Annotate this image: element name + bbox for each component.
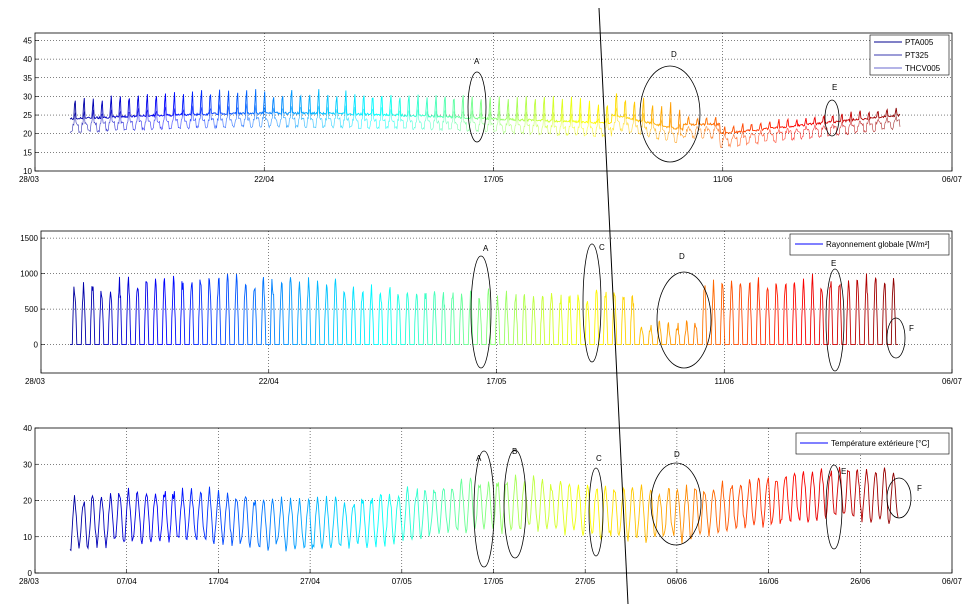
x-tick-label: 06/07: [942, 377, 963, 386]
legend-label-rayonnement: Rayonnement globale [W/m²]: [826, 240, 930, 249]
annotation-ellipse-B3: [503, 449, 527, 559]
x-tick-label: 06/07: [942, 577, 963, 586]
annotation-label-F2: F: [909, 324, 914, 333]
x-tick-label: 17/05: [486, 377, 507, 386]
x-tick-label: 07/05: [392, 577, 413, 586]
legend-label-PTA005: PTA005: [905, 38, 934, 47]
annotation-label-A2: A: [483, 244, 489, 253]
y-tick-label: 20: [23, 497, 32, 506]
annotation-label-D2: D: [679, 252, 685, 261]
y-tick-label: 25: [23, 111, 32, 120]
panel-3: 0 10 20 30 40 28/03 07/04 17/04 27/04 07/05 17/05…: [19, 424, 963, 586]
annotation-label-E2: E: [831, 259, 836, 268]
annotation-label-E: E: [832, 83, 837, 92]
y-tick-label: 10: [23, 533, 32, 542]
annotation-ellipse-C2: [582, 243, 602, 363]
annotation-ellipse-A3: [473, 450, 495, 568]
panel-2-yticks: 0 500 1000 1500: [20, 234, 45, 350]
x-tick-label: 11/06: [713, 175, 733, 184]
x-tick-label: 17/05: [483, 577, 504, 586]
panel-3-legend: Température extérieure [°C]: [795, 432, 950, 455]
panel-2-annotations: A C D E F: [470, 243, 914, 372]
annotation-label-B3: B: [512, 447, 517, 456]
x-tick-label: 17/04: [208, 577, 229, 586]
annotation-label-F3: F: [917, 484, 922, 493]
annotation-label-C3: C: [596, 454, 602, 463]
annotation-label-E3: E: [841, 467, 846, 476]
x-tick-label: 28/03: [19, 577, 40, 586]
panel-3-legend-box: [795, 432, 950, 455]
annotation-ellipse-D2: [656, 271, 712, 369]
panel-1-annotations: A D E: [467, 50, 840, 163]
x-tick-label: 07/04: [117, 577, 138, 586]
diagonal-separator-line: [598, 7, 629, 605]
panel-2-legend-box: [789, 233, 950, 256]
annotation-ellipse-F2: [886, 317, 906, 359]
panel-1-series-line-2: [69, 103, 901, 149]
panel-1-yticks: 10 15 20 25 30 35 40 45: [23, 36, 39, 176]
x-tick-label: 06/06: [667, 577, 688, 586]
x-tick-label: 16/06: [759, 577, 780, 586]
x-tick-label: 28/03: [19, 175, 40, 184]
annotation-label-C2: C: [599, 243, 605, 252]
x-tick-label: 27/05: [575, 577, 596, 586]
annotation-ellipse-A: [467, 71, 487, 143]
y-tick-label: 1500: [20, 234, 38, 243]
x-tick-label: 11/06: [715, 377, 735, 386]
panel-3-yticks: 0 10 20 30 40: [23, 424, 39, 578]
y-tick-label: 35: [23, 74, 32, 83]
x-tick-label: 06/07: [942, 175, 963, 184]
y-tick-label: 500: [25, 305, 39, 314]
annotation-label-A3: A: [476, 454, 482, 463]
legend-label-THCV005: THCV005: [905, 64, 941, 73]
annotation-label-D3: D: [674, 450, 680, 459]
y-tick-label: 1000: [20, 270, 38, 279]
panel-1-legend: PTA005 PT325 THCV005: [869, 34, 950, 76]
y-tick-label: 30: [23, 92, 32, 101]
y-tick-label: 45: [23, 36, 32, 45]
y-tick-label: 30: [23, 460, 32, 469]
y-tick-label: 0: [34, 341, 39, 350]
panel-2: 0 500 1000 1500 28/03 22/04 17/05 11/06 06/07 A…: [20, 230, 963, 386]
y-tick-label: 15: [23, 148, 32, 157]
y-tick-label: 40: [23, 55, 32, 64]
x-tick-label: 22/04: [259, 377, 280, 386]
x-tick-label: 17/05: [483, 175, 504, 184]
y-tick-label: 10: [23, 167, 32, 176]
annotation-label-A: A: [474, 57, 480, 66]
x-tick-label: 26/06: [850, 577, 871, 586]
panel-2-series-line: [70, 273, 898, 346]
panel-1-series-line: [69, 89, 901, 136]
annotation-ellipse-D3: [650, 462, 702, 546]
x-tick-label: 28/03: [25, 377, 46, 386]
annotation-ellipse-E3: [825, 464, 843, 550]
annotation-label-D: D: [671, 50, 677, 59]
panel-3-annotations: A B C D E F: [473, 447, 922, 568]
panel-2-xticks: 28/03 22/04 17/05 11/06 06/07: [25, 369, 963, 386]
legend-label-PT325: PT325: [905, 51, 929, 60]
panel-1-xticks: 28/03 22/04 17/05 11/06 06/07: [19, 167, 963, 184]
annotation-ellipse-F3: [886, 477, 912, 519]
y-tick-label: 0: [28, 569, 33, 578]
x-tick-label: 27/04: [300, 577, 321, 586]
panel-3-series-line: [69, 466, 899, 552]
annotation-ellipse-C3: [588, 467, 604, 557]
y-tick-label: 40: [23, 424, 32, 433]
panel-3-xticks: 28/03 07/04 17/04 27/04 07/05 17/05 27/05 06/06…: [19, 569, 963, 586]
annotation-ellipse-A2: [470, 255, 492, 369]
panel-1: 10 15 20 25 30 35 40 45 28/03 22/04 17/05 11/06 06/…: [19, 32, 963, 184]
annotation-ellipse-E: [824, 99, 840, 137]
legend-label-temperature: Température extérieure [°C]: [831, 439, 929, 448]
annotation-ellipse-E2: [825, 268, 845, 372]
annotation-ellipse-D: [639, 65, 701, 163]
panel-2-legend: Rayonnement globale [W/m²]: [789, 233, 950, 256]
y-tick-label: 20: [23, 130, 32, 139]
x-tick-label: 22/04: [254, 175, 275, 184]
